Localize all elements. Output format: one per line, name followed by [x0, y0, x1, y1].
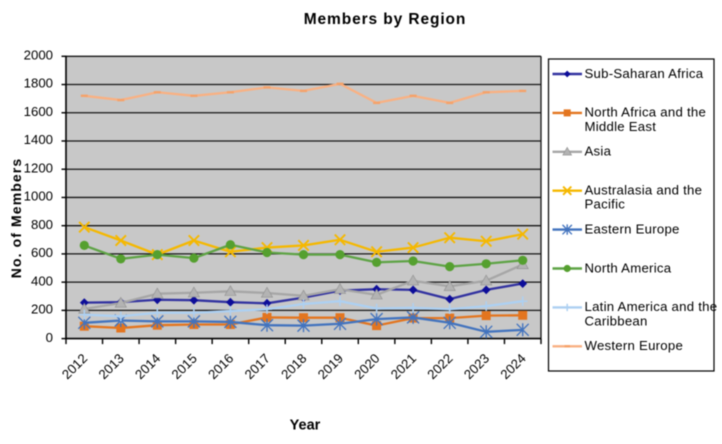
svg-text:North Africa and the: North Africa and the [585, 105, 707, 120]
svg-text:Sub-Saharan Africa: Sub-Saharan Africa [585, 66, 704, 81]
svg-text:400: 400 [31, 273, 53, 288]
svg-text:1600: 1600 [24, 104, 53, 119]
svg-text:1800: 1800 [24, 76, 53, 91]
svg-text:Latin America and the: Latin America and the [585, 299, 718, 314]
svg-text:Year: Year [290, 418, 321, 434]
svg-text:Middle East: Middle East [585, 119, 657, 134]
svg-text:200: 200 [31, 302, 53, 317]
svg-text:No. of Members: No. of Members [8, 158, 24, 278]
svg-text:1000: 1000 [24, 189, 53, 204]
svg-text:0: 0 [46, 330, 53, 345]
svg-text:Australasia and the: Australasia and the [585, 183, 703, 198]
svg-text:Western Europe: Western Europe [585, 338, 684, 353]
svg-text:Asia: Asia [585, 144, 612, 159]
svg-text:Members by Region: Members by Region [304, 11, 467, 28]
svg-text:North America: North America [585, 260, 672, 275]
svg-text:1400: 1400 [24, 132, 53, 147]
svg-text:Caribbean: Caribbean [585, 313, 648, 328]
svg-text:Pacific: Pacific [585, 197, 626, 212]
svg-text:800: 800 [31, 217, 53, 232]
svg-text:2000: 2000 [24, 48, 53, 63]
svg-text:1200: 1200 [24, 160, 53, 175]
svg-text:Eastern Europe: Eastern Europe [585, 221, 680, 236]
svg-text:600: 600 [31, 245, 53, 260]
